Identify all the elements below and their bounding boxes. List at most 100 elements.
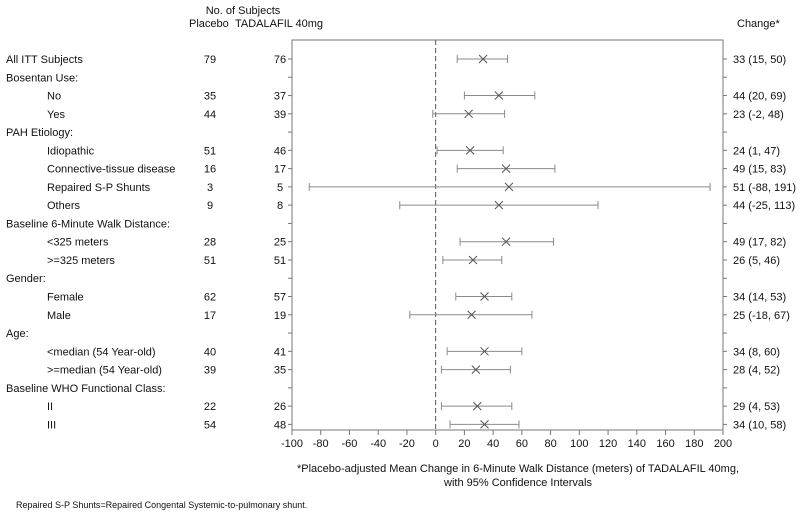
row-label: >=325 meters [47, 255, 115, 267]
placebo-count: 79 [204, 54, 216, 66]
row-label: Yes [47, 109, 65, 121]
change-value: 51 (-88, 191) [733, 182, 796, 194]
row-label: All ITT Subjects [6, 54, 83, 66]
x-tick-label: -100 [281, 438, 303, 450]
row-label: II [47, 401, 53, 413]
row-label: III [47, 419, 56, 431]
change-value: 34 (8, 60) [733, 346, 780, 358]
change-value: 28 (4, 52) [733, 365, 780, 377]
x-tick-label: 120 [599, 438, 617, 450]
x-tick-label: -20 [399, 438, 415, 450]
axis-caption-line1: *Placebo-adjusted Mean Change in 6-Minut… [297, 463, 739, 475]
tadalafil-count: 51 [274, 255, 286, 267]
tadalafil-count: 41 [274, 346, 286, 358]
row-label: Bosentan Use: [6, 72, 78, 84]
row-label: Connective-tissue disease [47, 164, 175, 176]
header-no-subjects: No. of Subjects [206, 5, 281, 17]
mean-marker-b [468, 255, 478, 265]
x-tick-label: 140 [628, 438, 646, 450]
placebo-count: 44 [204, 109, 216, 121]
placebo-count: 51 [204, 145, 216, 157]
row-label: No [47, 91, 61, 103]
tadalafil-count: 39 [274, 109, 286, 121]
x-tick-label: 20 [458, 438, 470, 450]
x-axis: -100 -80 -60 -40 -20 0 20 40 60 80 100 120 140 160 180… [281, 430, 732, 450]
row-label: >=median (54 Year-old) [47, 365, 162, 377]
x-tick-label: -60 [342, 438, 358, 450]
placebo-count: 39 [204, 365, 216, 377]
placebo-count: 9 [207, 200, 213, 212]
row-label: Repaired S-P Shunts [47, 182, 151, 194]
change-value: 33 (15, 50) [733, 54, 786, 66]
row-label: <median (54 Year-old) [47, 346, 156, 358]
x-tick-label: 40 [487, 438, 499, 450]
row-label: Age: [6, 328, 29, 340]
tadalafil-count: 8 [277, 200, 283, 212]
mean-marker-b [471, 365, 481, 374]
x-tick-label: 80 [544, 438, 556, 450]
x-tick-label: 60 [516, 438, 528, 450]
tadalafil-count: 17 [274, 164, 286, 176]
mean-marker-b [501, 164, 511, 173]
placebo-count: 54 [204, 419, 216, 431]
tadalafil-count: 57 [274, 292, 286, 304]
change-value: 34 (10, 58) [733, 419, 786, 431]
header-change: Change* [737, 18, 781, 30]
change-value: 44 (20, 69) [733, 91, 786, 103]
mean-marker-b [464, 109, 474, 119]
x-tick-label: 180 [685, 438, 703, 450]
tadalafil-count: 26 [274, 401, 286, 413]
plot-border [291, 39, 724, 431]
tadalafil-count: 37 [274, 91, 286, 103]
row-label: <325 meters [47, 237, 109, 249]
x-tick-label: 0 [433, 438, 439, 450]
row-label: Female [47, 292, 84, 304]
row-label: Male [47, 310, 71, 322]
placebo-count: 16 [204, 164, 216, 176]
row-label: Baseline 6-Minute Walk Distance: [6, 218, 170, 230]
change-value: 44 (-25, 113) [733, 200, 795, 212]
placebo-count: 28 [204, 237, 216, 249]
placebo-count: 35 [204, 91, 216, 103]
mean-marker-b [494, 200, 504, 210]
x-tick-label: -80 [313, 438, 329, 450]
mean-marker-b [494, 91, 504, 100]
mean-marker-b [472, 401, 482, 411]
tadalafil-count: 25 [274, 237, 286, 249]
change-value: 25 (-18, 67) [733, 310, 790, 322]
tadalafil-count: 35 [274, 365, 286, 377]
abbreviation-footnote: Repaired S-P Shunts=Repaired Congental S… [16, 500, 307, 510]
x-tick-label: -40 [370, 438, 386, 450]
row-label: Baseline WHO Functional Class: [6, 383, 166, 395]
change-value: 49 (17, 82) [733, 237, 786, 249]
row-label: PAH Etiology: [6, 127, 73, 139]
axis-caption-line2: with 95% Confidence Intervals [443, 477, 592, 489]
tadalafil-count: 5 [277, 182, 283, 194]
placebo-count: 22 [204, 401, 216, 413]
change-value: 34 (14, 53) [733, 292, 786, 304]
mean-marker-b [467, 310, 476, 320]
mean-marker-b [465, 145, 475, 155]
header-tadalafil: TADALAFIL 40mg [235, 18, 323, 30]
row-label: Gender: [6, 273, 46, 285]
mean-marker-b [501, 237, 511, 247]
tadalafil-count: 46 [274, 145, 286, 157]
row-label: Others [47, 200, 81, 212]
change-value: 26 (5, 46) [733, 255, 780, 267]
change-value: 24 (1, 47) [733, 145, 780, 157]
change-value: 49 (15, 83) [733, 164, 786, 176]
tadalafil-count: 48 [274, 419, 286, 431]
placebo-count: 51 [204, 255, 216, 267]
header-placebo: Placebo [189, 18, 229, 30]
row-label: Idiopathic [47, 145, 95, 157]
placebo-count: 17 [204, 310, 216, 322]
x-tick-label: 200 [714, 438, 732, 450]
mean-marker-b [478, 54, 488, 64]
tadalafil-count: 19 [274, 310, 286, 322]
mean-marker-b [504, 182, 514, 192]
tadalafil-count: 76 [274, 54, 286, 66]
change-value: 23 (-2, 48) [733, 109, 784, 121]
mean-marker-b [480, 420, 489, 429]
subgroup-rows: All ITT Subjects 79 76 33 (15, 50) Bosentan … [6, 54, 796, 431]
